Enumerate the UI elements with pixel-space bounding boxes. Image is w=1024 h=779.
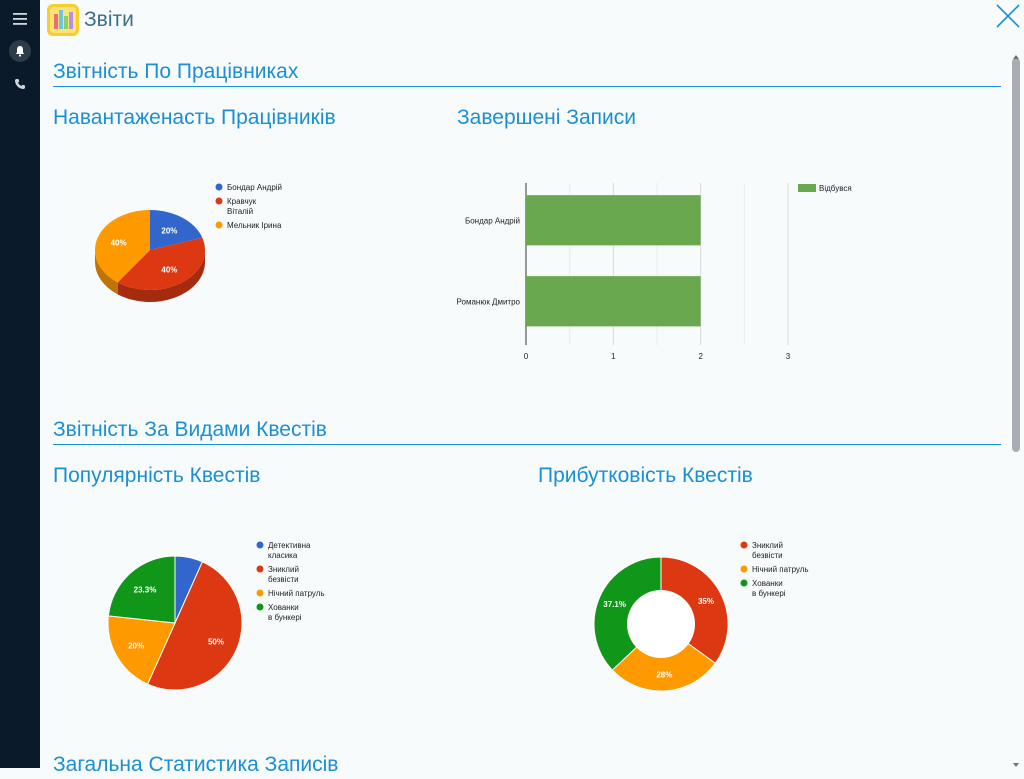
donut-hole <box>627 590 695 658</box>
x-tick-label: 2 <box>698 352 703 361</box>
x-tick-label: 0 <box>524 352 529 361</box>
chart-title-workload: Навантаженасть Працівників <box>53 106 336 129</box>
pie-slice <box>107 615 176 685</box>
bell-icon[interactable] <box>6 37 34 65</box>
legend-marker <box>740 579 748 587</box>
bar <box>526 276 701 327</box>
legend-label: Нічний патруль <box>752 565 809 574</box>
legend-label: Зниклий <box>268 565 299 574</box>
app-title: Звіти <box>84 8 134 31</box>
legend-marker <box>215 221 223 229</box>
x-tick-label: 1 <box>611 352 616 361</box>
section-title-general: Загальна Статистика Записів <box>53 753 339 776</box>
legend-marker <box>740 565 748 573</box>
chart-completed: Бондар Андрій Романюк Дмитро 0 1 2 3 Відбувся <box>457 183 852 361</box>
pie-data-label: 20% <box>128 641 144 650</box>
donut-data-label: 28% <box>656 670 672 679</box>
legend-label: Детективна <box>268 541 311 550</box>
scroll-up-arrow[interactable] <box>1012 48 1020 59</box>
donut-slice <box>593 556 662 671</box>
pie-data-label: 40% <box>111 239 127 248</box>
pie-slice <box>117 237 205 290</box>
pie-data-label: 23.3% <box>134 586 157 595</box>
close-icon[interactable] <box>995 3 1021 29</box>
legend-marker <box>740 541 748 549</box>
legend-marker <box>256 603 264 611</box>
section-title-quests: Звітність За Видами Квестів <box>53 418 1001 445</box>
legend-label: Зниклий <box>752 541 783 550</box>
legend-marker <box>256 565 264 573</box>
legend-label: класика <box>268 551 298 560</box>
pie-slice-side <box>117 250 205 302</box>
legend-label: Хованки <box>268 603 299 612</box>
category-label: Бондар Андрій <box>465 216 520 225</box>
legend-label: Віталій <box>227 207 253 216</box>
legend-label: Відбувся <box>819 184 852 193</box>
legend-label: Хованки <box>752 579 783 588</box>
x-tick-label: 3 <box>786 352 791 361</box>
legend-label: Мельник Ірина <box>227 221 282 230</box>
bar-chart-icon <box>47 4 79 36</box>
legend-label: Бондар Андрій <box>227 183 282 192</box>
scroll-down-arrow[interactable] <box>1012 756 1020 767</box>
phone-icon[interactable] <box>6 70 34 98</box>
menu-icon[interactable] <box>6 5 34 33</box>
scrollbar-thumb[interactable] <box>1012 58 1020 452</box>
section-title-employees: Звітність По Працівниках <box>53 60 1001 87</box>
legend-label: безвісти <box>268 575 299 584</box>
pie-data-label: 40% <box>161 265 177 274</box>
pie-slice <box>150 210 203 250</box>
donut-data-label: 37.1% <box>603 600 626 609</box>
sidebar <box>0 0 40 768</box>
legend-marker <box>215 197 223 205</box>
chart-title-profitability: Прибутковість Квестів <box>538 464 753 487</box>
legend-label: безвісти <box>752 551 783 560</box>
app-header: Звіти <box>47 3 134 37</box>
pie-data-label: 50% <box>208 637 224 646</box>
pie-slice <box>107 555 176 624</box>
donut-data-label: 35% <box>698 597 714 606</box>
pie-data-label: 20% <box>161 227 177 236</box>
legend-marker <box>215 183 223 191</box>
chart-title-popularity: Популярність Квестів <box>53 464 261 487</box>
pie-slice-side <box>95 250 118 295</box>
pie-slice <box>146 561 243 691</box>
legend-label: в бункері <box>752 589 786 598</box>
pie-slice <box>95 210 150 283</box>
legend-label: Нічний патруль <box>268 589 325 598</box>
legend-marker <box>256 589 264 597</box>
donut-slice <box>660 556 729 664</box>
legend-label: Кравчук <box>227 197 257 206</box>
legend-marker <box>798 184 816 192</box>
legend-marker <box>256 541 264 549</box>
category-label: Романюк Дмитро <box>457 297 521 306</box>
bar <box>526 195 701 246</box>
legend-label: в бункері <box>268 613 302 622</box>
chart-title-completed: Завершені Записи <box>457 106 636 129</box>
